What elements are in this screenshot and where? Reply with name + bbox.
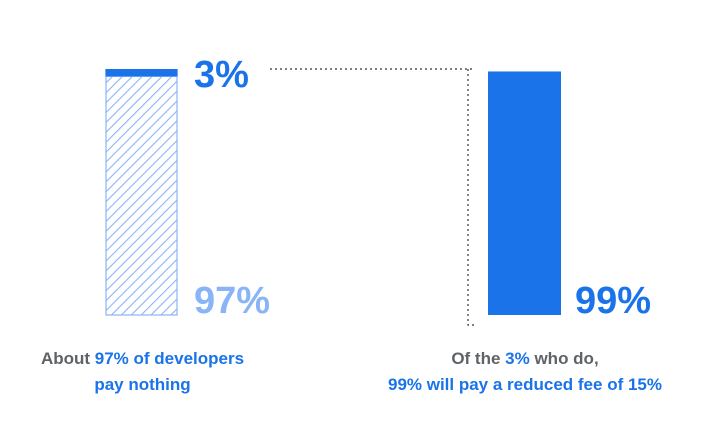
caption-left-line2: pay nothing xyxy=(94,375,191,394)
caption-right-line2: 99% will pay a reduced fee of 15% xyxy=(387,375,662,394)
label-97-percent: 97% xyxy=(194,280,270,322)
bar-segment-99 xyxy=(488,71,561,316)
caption-right-mid: who do, xyxy=(529,349,599,368)
caption-right-pre: Of the xyxy=(451,349,506,368)
caption-left: About 97% of developers pay nothing xyxy=(0,346,285,398)
caption-left-highlight: 97% of developers xyxy=(94,349,245,368)
label-99-percent: 99% xyxy=(575,280,651,322)
caption-left-line1: About 97% of developers xyxy=(0,346,285,372)
connector-bracket xyxy=(270,68,474,326)
caption-right-highlight: 3% xyxy=(505,349,530,368)
bar-segment-97 xyxy=(105,75,178,316)
caption-left-pre: About xyxy=(40,349,95,368)
caption-right: Of the 3% who do, 99% will pay a reduced… xyxy=(350,346,700,398)
label-3-percent: 3% xyxy=(194,54,249,96)
bar-segment-3 xyxy=(105,69,178,77)
caption-right-line1: Of the 3% who do, xyxy=(350,346,700,372)
